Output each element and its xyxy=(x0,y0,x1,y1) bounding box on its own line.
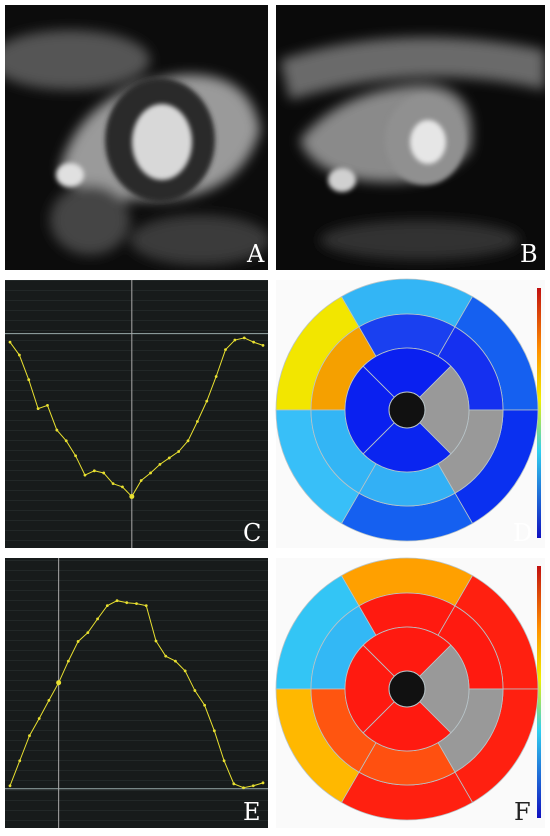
data-point xyxy=(144,604,148,608)
data-point xyxy=(66,659,70,663)
data-point xyxy=(28,734,31,738)
data-point xyxy=(232,782,236,786)
data-point xyxy=(102,471,106,475)
data-point xyxy=(37,717,41,720)
data-point xyxy=(129,494,135,500)
data-point xyxy=(86,631,90,635)
data-point xyxy=(214,375,218,378)
data-point xyxy=(74,454,77,458)
data-point xyxy=(212,729,216,733)
chart-e-background xyxy=(5,558,268,828)
data-point xyxy=(233,338,237,342)
data-point xyxy=(139,479,143,482)
mri-image-a xyxy=(5,5,268,270)
data-point xyxy=(154,639,158,643)
data-point xyxy=(17,353,21,357)
data-point xyxy=(125,601,129,605)
data-point xyxy=(252,340,256,344)
panel-label: E xyxy=(243,798,261,826)
panel-label: D xyxy=(513,519,532,547)
data-point xyxy=(242,336,246,340)
panel-label: F xyxy=(514,798,531,826)
data-point xyxy=(224,348,227,352)
data-point xyxy=(27,378,31,382)
data-point xyxy=(205,399,209,403)
data-point xyxy=(64,439,68,443)
data-point xyxy=(183,669,187,673)
data-point xyxy=(135,602,138,606)
data-point xyxy=(47,698,51,702)
data-point xyxy=(115,599,119,603)
data-point xyxy=(83,473,87,477)
data-point xyxy=(76,640,80,643)
data-point xyxy=(121,485,124,489)
apex-hole xyxy=(388,670,426,708)
data-point xyxy=(55,428,59,432)
panel-label: B xyxy=(520,240,538,268)
data-point xyxy=(158,462,162,466)
data-point xyxy=(96,617,99,621)
data-point xyxy=(186,439,190,443)
data-point xyxy=(193,689,197,692)
data-point xyxy=(196,420,199,423)
data-point xyxy=(177,450,181,453)
data-point xyxy=(251,784,255,788)
chart-c-background xyxy=(5,280,268,548)
strain-curve xyxy=(9,337,264,498)
apex-hole xyxy=(388,391,426,429)
data-point xyxy=(8,340,12,344)
panel-label: C xyxy=(243,519,261,547)
data-point xyxy=(261,343,265,347)
data-point xyxy=(149,471,152,475)
mri-image-b xyxy=(276,5,545,270)
data-point xyxy=(18,759,22,763)
color-bar xyxy=(537,566,541,818)
data-point xyxy=(92,469,96,473)
data-point xyxy=(222,759,226,763)
data-point xyxy=(105,604,109,608)
data-point xyxy=(36,407,40,411)
data-point xyxy=(164,654,168,658)
data-point xyxy=(46,404,49,407)
data-point xyxy=(174,659,177,663)
data-point xyxy=(56,680,62,686)
data-point xyxy=(242,786,245,790)
data-point xyxy=(167,456,171,460)
data-point xyxy=(203,703,207,707)
data-point xyxy=(111,482,115,486)
panel-label: A xyxy=(246,240,265,268)
color-bar xyxy=(537,288,541,538)
data-point xyxy=(8,784,12,788)
data-point xyxy=(261,781,265,785)
